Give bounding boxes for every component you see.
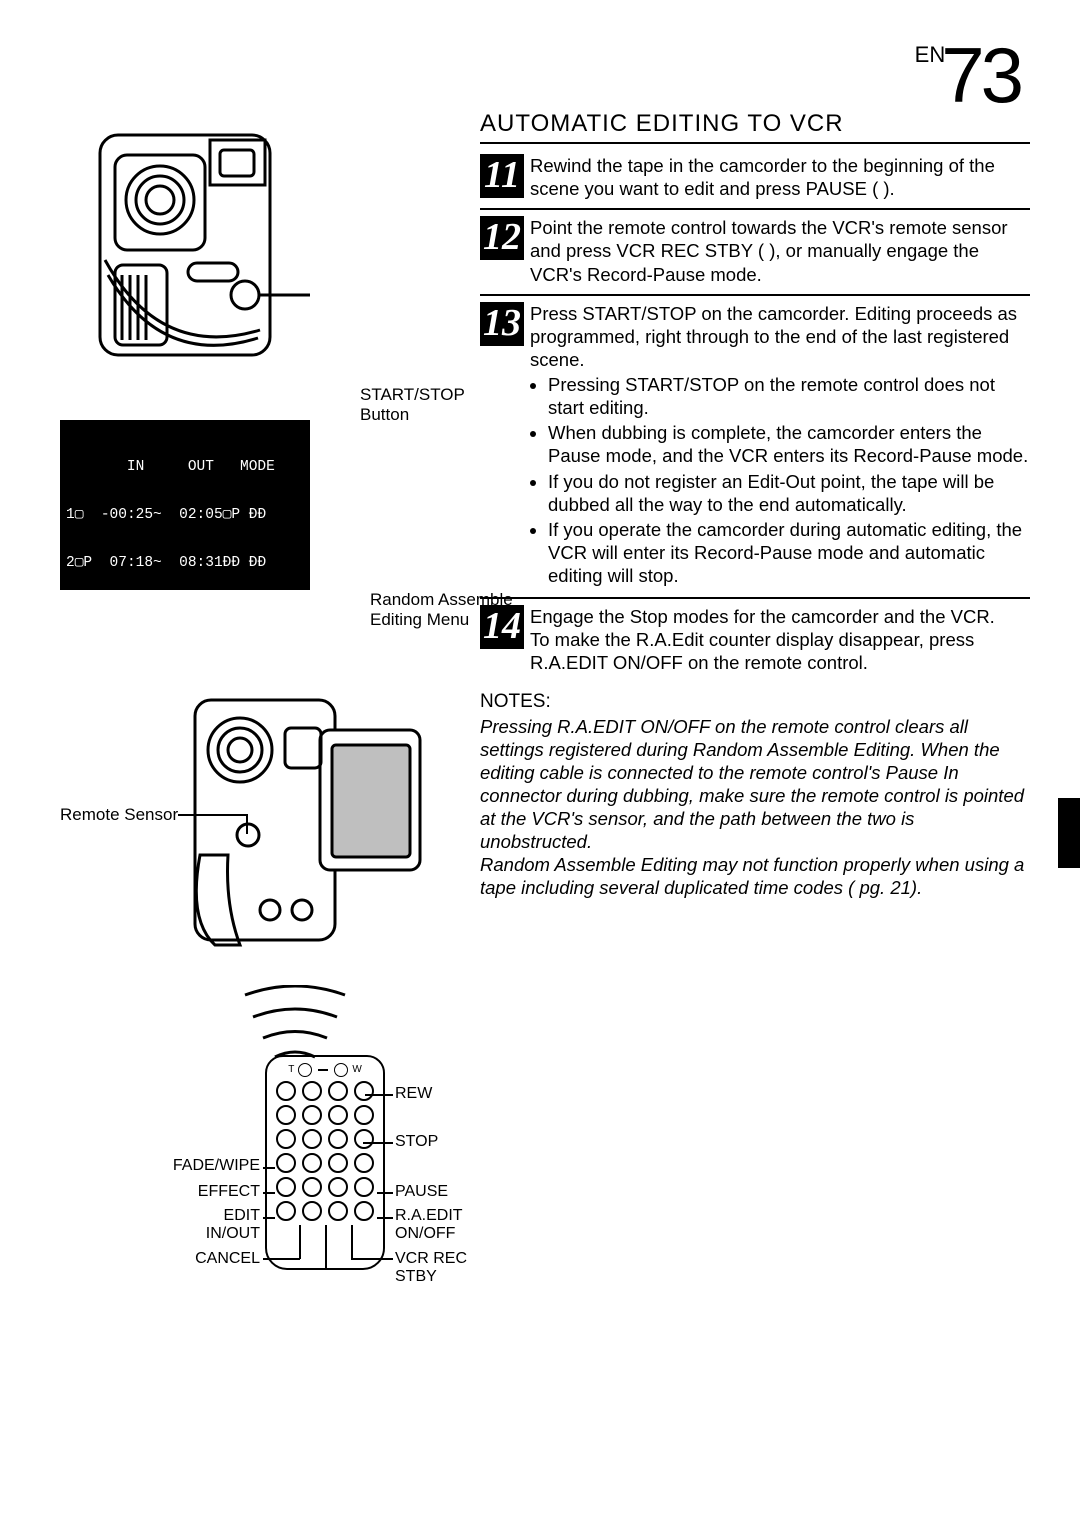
bullet: If you operate the camcorder during auto… <box>548 518 1030 587</box>
remote-button[interactable] <box>328 1129 348 1149</box>
remote-sensor-label: Remote Sensor <box>60 805 178 825</box>
step-number: 12 <box>480 216 524 260</box>
remote-button[interactable] <box>334 1063 348 1077</box>
right-column: AUTOMATIC EDITING TO VCR 11 Rewind the t… <box>480 110 1030 900</box>
editinout-label: EDIT IN/OUT <box>205 1207 260 1242</box>
step-12: 12 Point the remote control towards the … <box>480 210 1030 295</box>
menu-row: 2▢P 07:18~ 08:31ÐÐ ÐÐ <box>66 556 304 572</box>
page-num: 73 <box>941 31 1020 119</box>
ir-waves-icon <box>235 985 355 1065</box>
remote-button[interactable] <box>302 1105 322 1125</box>
remote-button[interactable] <box>328 1177 348 1197</box>
raedit-label: R.A.EDIT ON/OFF <box>395 1207 463 1242</box>
step-body: Engage the Stop modes for the camcorder … <box>530 605 1030 674</box>
remote-button[interactable] <box>298 1063 312 1077</box>
remote-button[interactable] <box>276 1201 296 1221</box>
menu-header: IN OUT MODE <box>66 460 304 476</box>
remote-button[interactable] <box>302 1081 322 1101</box>
section-title: AUTOMATIC EDITING TO VCR <box>480 110 1030 144</box>
remote-button[interactable] <box>354 1153 374 1173</box>
bullet: If you do not register an Edit-Out point… <box>548 470 1030 516</box>
camcorder-side-illustration <box>70 100 310 380</box>
stop-label: STOP <box>395 1133 438 1151</box>
step-body: Rewind the tape in the camcorder to the … <box>530 154 1030 200</box>
step-bullets: Pressing START/STOP on the remote contro… <box>548 373 1030 587</box>
remote-button[interactable] <box>276 1105 296 1125</box>
ra-editing-menu-screen: IN OUT MODE 1▢ -00:25~ 02:05▢P ÐÐ 2▢P 07… <box>60 420 310 590</box>
step-number: 14 <box>480 605 524 649</box>
camcorder-front-wrap: Remote Sensor <box>60 690 460 980</box>
remote-button[interactable] <box>276 1129 296 1149</box>
step-14: 14 Engage the Stop modes for the camcord… <box>480 599 1030 682</box>
effect-label: EFFECT <box>198 1183 260 1201</box>
rew-label: REW <box>395 1085 432 1103</box>
remote-button[interactable] <box>354 1081 374 1101</box>
remote-button[interactable] <box>276 1177 296 1197</box>
camcorder-front-svg <box>170 690 430 980</box>
remote-button[interactable] <box>276 1153 296 1173</box>
camcorder-front-illustration <box>170 690 430 980</box>
step-body-text: Press START/STOP on the camcorder. Editi… <box>530 303 1017 370</box>
vcrrec-label: VCR REC STBY <box>395 1250 467 1285</box>
remote-button[interactable] <box>302 1129 322 1149</box>
remote-button[interactable] <box>328 1081 348 1101</box>
remote-button[interactable] <box>354 1201 374 1221</box>
remote-control-wrap: T W REW STOP PAUSE R.A.EDIT ON/OFF VCR R… <box>205 1055 485 1295</box>
t-label: T <box>288 1064 294 1077</box>
step-13: 13 Press START/STOP on the camcorder. Ed… <box>480 296 1030 600</box>
remote-button[interactable] <box>302 1153 322 1173</box>
remote-button[interactable] <box>328 1153 348 1173</box>
remote-button[interactable] <box>328 1201 348 1221</box>
notes-heading: NOTES: <box>480 691 1030 713</box>
bullet: Pressing START/STOP on the remote contro… <box>548 373 1030 419</box>
startstop-label: START/STOP Button <box>360 385 465 424</box>
remote-button[interactable] <box>302 1201 322 1221</box>
left-column: START/STOP Button IN OUT MODE 1▢ -00:25~… <box>60 100 460 1295</box>
step-body: Point the remote control towards the VCR… <box>530 216 1030 285</box>
notes-body: Pressing R.A.EDIT ON/OFF on the remote c… <box>480 715 1030 900</box>
pause-label: PAUSE <box>395 1183 448 1201</box>
remote-button[interactable] <box>276 1081 296 1101</box>
menu-row: 1▢ -00:25~ 02:05▢P ÐÐ <box>66 508 304 524</box>
remote-button[interactable] <box>302 1177 322 1197</box>
step-number: 13 <box>480 302 524 346</box>
camcorder-side-svg <box>70 100 310 380</box>
page-number: EN73 <box>915 30 1020 121</box>
step-11: 11 Rewind the tape in the camcorder to t… <box>480 148 1030 210</box>
remote-button[interactable] <box>354 1177 374 1197</box>
menu-row: 3ÐÐ 03:33~ 05:53▢ B/W <box>66 603 304 619</box>
cancel-label: CANCEL <box>195 1250 260 1268</box>
remote-button[interactable] <box>328 1105 348 1125</box>
section-tab <box>1058 798 1080 868</box>
remote-button[interactable] <box>354 1105 374 1125</box>
menu-row: 4▢ 09:30~ 13:15▢ ▢ <box>66 651 304 667</box>
step-body: Press START/STOP on the camcorder. Editi… <box>530 302 1030 590</box>
remote-button[interactable] <box>354 1129 374 1149</box>
bullet: When dubbing is complete, the camcorder … <box>548 421 1030 467</box>
w-label: W <box>352 1064 361 1077</box>
fadewipe-label: FADE/WIPE <box>173 1157 260 1175</box>
step-number: 11 <box>480 154 524 198</box>
